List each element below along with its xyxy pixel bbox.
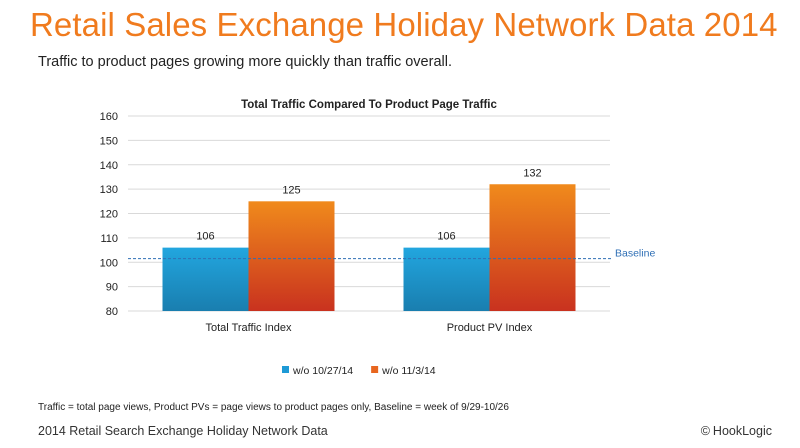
legend-label: w/o 11/3/14 xyxy=(381,365,436,377)
footer-company: HookLogic xyxy=(712,424,772,438)
y-tick-label: 130 xyxy=(100,184,118,196)
baseline-label: Baseline xyxy=(615,248,655,260)
y-tick-label: 80 xyxy=(106,306,118,318)
bar xyxy=(248,201,335,311)
y-tick-label: 140 xyxy=(100,160,118,172)
bar-value-label: 125 xyxy=(282,184,300,196)
copyright-symbol: © xyxy=(700,424,710,438)
y-tick-label: 150 xyxy=(100,135,118,147)
footer-right: © HookLogic xyxy=(701,424,772,438)
footer-left: 2014 Retail Search Exchange Holiday Netw… xyxy=(38,424,328,438)
bar xyxy=(403,247,490,311)
legend-swatch xyxy=(282,366,289,373)
slide-subtitle: Traffic to product pages growing more qu… xyxy=(38,54,452,70)
x-tick-label: Product PV Index xyxy=(447,322,533,334)
bar-value-label: 132 xyxy=(523,167,541,179)
y-tick-label: 120 xyxy=(100,209,118,221)
chart-footnote: Traffic = total page views, Product PVs … xyxy=(38,402,509,413)
bar-value-label: 106 xyxy=(437,231,455,243)
y-tick-label: 90 xyxy=(106,282,118,294)
y-tick-label: 100 xyxy=(100,257,118,269)
slide-title: Retail Sales Exchange Holiday Network Da… xyxy=(30,6,778,43)
bar-value-label: 106 xyxy=(196,231,214,243)
x-tick-label: Total Traffic Index xyxy=(205,322,292,334)
legend-label: w/o 10/27/14 xyxy=(292,365,353,377)
bar-chart: Total Traffic Compared To Product Page T… xyxy=(100,99,656,377)
y-tick-label: 160 xyxy=(100,111,118,123)
bar xyxy=(489,184,576,311)
bar xyxy=(162,247,249,311)
legend-swatch xyxy=(371,366,379,373)
chart-title: Total Traffic Compared To Product Page T… xyxy=(241,99,497,111)
y-tick-label: 110 xyxy=(100,233,118,245)
